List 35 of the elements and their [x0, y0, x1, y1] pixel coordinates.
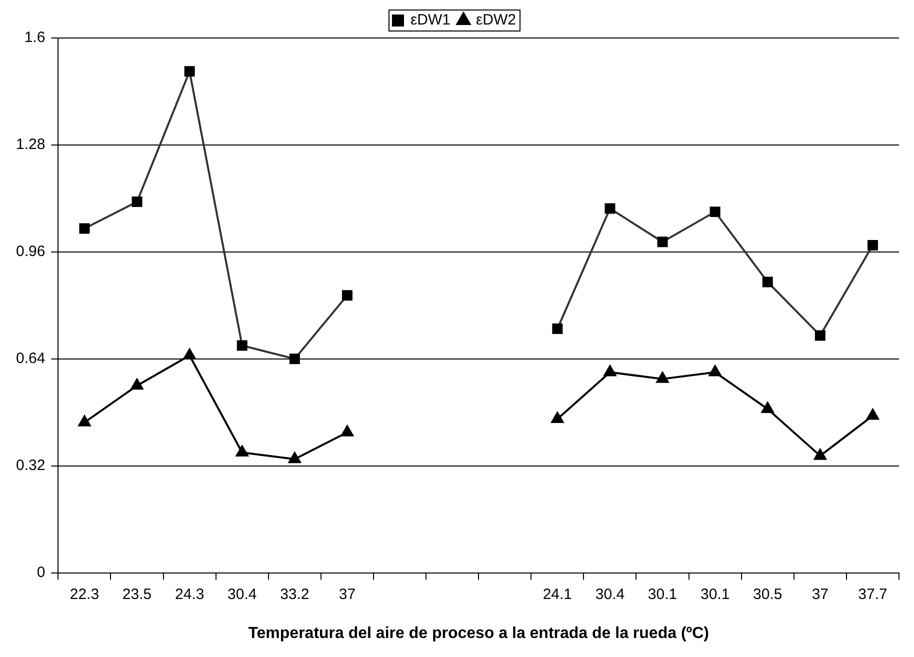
x-tick-label: 30.1 — [648, 586, 678, 603]
y-tick-label: 0.64 — [16, 350, 46, 368]
legend-label: εDW1 — [410, 12, 451, 29]
point — [604, 365, 616, 376]
y-tick-label: 0 — [36, 564, 46, 581]
point — [656, 372, 669, 383]
point — [866, 408, 879, 420]
point — [761, 402, 774, 414]
x-tick-label: 37 — [338, 586, 356, 603]
x-tick-label: 30.4 — [595, 586, 625, 603]
x-tick-label: 24.1 — [542, 586, 572, 603]
point — [551, 412, 564, 424]
y-tick-label: 1.28 — [16, 136, 46, 154]
point — [708, 365, 722, 376]
x-tick-label: 30.5 — [753, 586, 782, 603]
x-tick-label: 22.3 — [70, 586, 100, 603]
y-tick-label: 1.6 — [24, 29, 46, 46]
y-tick-label: 0.96 — [16, 243, 46, 260]
x-tick-label: 24.3 — [174, 586, 204, 603]
point — [341, 425, 354, 436]
x-tick-label: 30.1 — [700, 586, 730, 603]
y-tick-label: 0.32 — [16, 456, 46, 474]
point — [814, 448, 826, 460]
point — [183, 348, 196, 360]
x-tick-label: 23.5 — [122, 586, 152, 603]
x-axis-title: Temperatura del aire de proceso a la entrada de la rueda (ºC) — [248, 624, 710, 642]
point — [288, 452, 301, 464]
point — [78, 415, 91, 426]
x-tick-label: 37.7 — [858, 586, 888, 603]
x-tick-label: 37 — [812, 586, 829, 603]
legend-label: εDW2 — [476, 12, 516, 29]
point — [130, 378, 144, 390]
point — [236, 445, 248, 456]
x-tick-label: 33.2 — [280, 586, 310, 603]
x-tick-label: 30.4 — [228, 586, 257, 603]
